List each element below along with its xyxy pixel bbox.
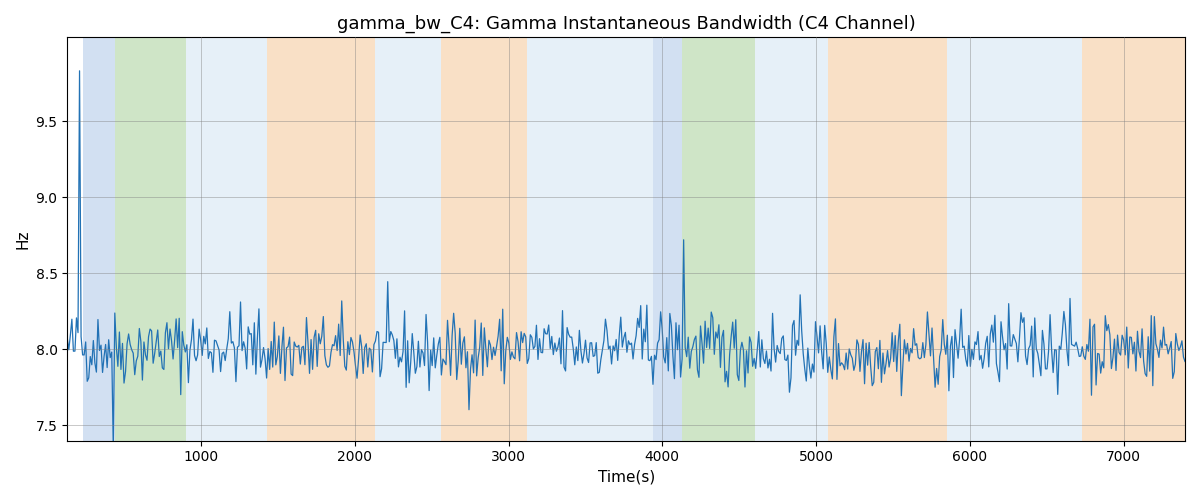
Bar <box>115 38 186 440</box>
Title: gamma_bw_C4: Gamma Instantaneous Bandwidth (C4 Channel): gamma_bw_C4: Gamma Instantaneous Bandwid… <box>337 15 916 34</box>
Bar <box>1050 38 1082 440</box>
X-axis label: Time(s): Time(s) <box>598 470 655 485</box>
Bar <box>186 38 268 440</box>
Bar <box>653 38 683 440</box>
Bar <box>828 38 947 440</box>
Bar <box>527 38 653 440</box>
Bar <box>755 38 828 440</box>
Bar <box>83 38 115 440</box>
Bar <box>947 38 1050 440</box>
Bar <box>1082 38 1184 440</box>
Bar <box>440 38 527 440</box>
Y-axis label: Hz: Hz <box>16 230 30 249</box>
Bar <box>268 38 374 440</box>
Bar <box>374 38 440 440</box>
Bar <box>683 38 755 440</box>
